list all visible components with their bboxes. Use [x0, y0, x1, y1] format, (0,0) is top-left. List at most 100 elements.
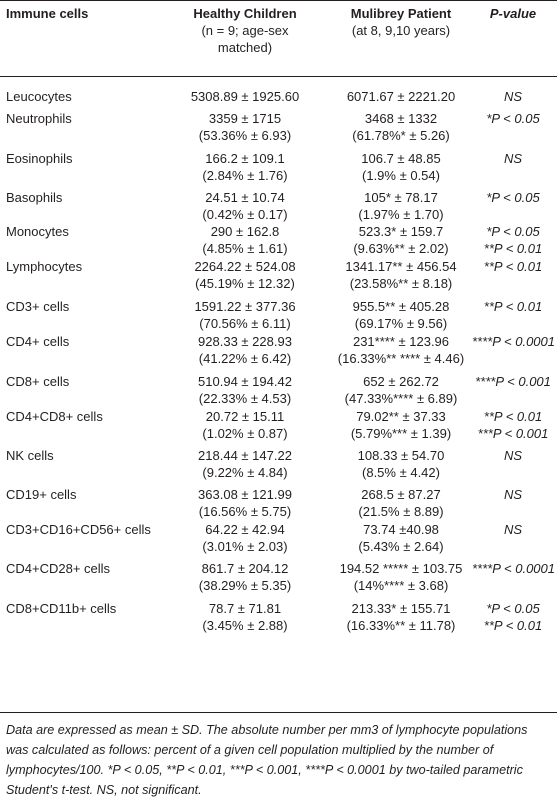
top-rule: [0, 0, 557, 1]
healthy-value-line: 5308.89 ± 1925.60: [190, 89, 300, 104]
patient-value-line: (16.33%** ± 11.78): [346, 618, 456, 633]
patient-value: 6071.67 ± 2221.20: [330, 88, 472, 105]
healthy-value-line: 928.33 ± 228.93: [198, 334, 292, 349]
cell-name: CD4+ cells: [6, 334, 70, 349]
healthy-value-line: 78.7 ± 71.81: [208, 601, 282, 616]
healthy-value: 861.7 ± 204.12 (38.29% ± 5.35): [160, 560, 330, 594]
healthy-value-line: (0.42% ± 0.17): [202, 207, 288, 222]
healthy-value-line: 3359 ± 1715: [208, 111, 282, 126]
patient-value: 105* ± 78.17 (1.97% ± 1.70): [330, 189, 472, 223]
patient-value-line: (14%**** ± 3.68): [353, 578, 449, 593]
healthy-value: 166.2 ± 109.1 (2.84% ± 1.76): [160, 150, 330, 184]
cell-name: NK cells: [6, 448, 54, 463]
healthy-value: 218.44 ± 147.22 (9.22% ± 4.84): [160, 447, 330, 481]
patient-value-line: (9.63%** ± 2.02): [353, 241, 449, 256]
healthy-value-line: (2.84% ± 1.76): [202, 168, 288, 183]
header-mulibrey-patient: Mulibrey Patient (at 8, 9,10 years): [330, 5, 472, 39]
p-value: *P < 0.05 **P < 0.01: [472, 600, 554, 634]
healthy-value-line: 218.44 ± 147.22: [198, 448, 292, 463]
healthy-value-line: (9.22% ± 4.84): [202, 465, 288, 480]
patient-value-line: (47.33%**** ± 6.89): [344, 391, 458, 406]
p-value: *P < 0.05 **P < 0.01: [472, 223, 554, 257]
header-healthy-children: Healthy Children (n = 9; age-sex matched…: [160, 5, 330, 56]
patient-value-line: (5.79%*** ± 1.39): [350, 426, 452, 441]
healthy-value-line: (4.85% ± 1.61): [202, 241, 288, 256]
healthy-value: 20.72 ± 15.11 (1.02% ± 0.87): [160, 408, 330, 442]
healthy-value-line: (16.56% ± 5.75): [198, 504, 292, 519]
patient-value: 79.02** ± 37.33 (5.79%*** ± 1.39): [330, 408, 472, 442]
patient-value-line: (23.58%** ± 8.18): [349, 276, 453, 291]
p-value: **P < 0.01 ***P < 0.001: [472, 408, 554, 442]
p-value-line: ***P < 0.001: [477, 426, 549, 441]
patient-value-line: (16.33%** **** ± 4.46): [337, 351, 465, 366]
healthy-value-line: (41.22% ± 6.42): [198, 351, 292, 366]
cell-name: Eosinophils: [6, 151, 73, 166]
healthy-value-line: (70.56% ± 6.11): [199, 316, 291, 331]
header-p-value: P-value: [489, 6, 537, 21]
patient-value-line: 523.3* ± 159.7: [358, 224, 444, 239]
p-value-line: **P < 0.01: [483, 618, 543, 633]
healthy-value-line: (22.33% ± 4.53): [198, 391, 292, 406]
cell-name: Lymphocytes: [6, 259, 83, 274]
healthy-value-line: 166.2 ± 109.1: [205, 151, 285, 166]
healthy-value-line: 510.94 ± 194.42: [198, 374, 292, 389]
patient-value-line: 194.52 ***** ± 103.75: [339, 561, 463, 576]
patient-value-line: 231**** ± 123.96: [352, 334, 450, 349]
p-value-line: **P < 0.01: [483, 259, 543, 274]
patient-value: 523.3* ± 159.7 (9.63%** ± 2.02): [330, 223, 472, 257]
p-value: *P < 0.05: [472, 110, 554, 127]
patient-value-line: 106.7 ± 48.85: [361, 151, 441, 166]
p-value: **P < 0.01: [472, 258, 554, 275]
cell-name: CD19+ cells: [6, 487, 77, 502]
patient-value: 73.74 ±40.98 (5.43% ± 2.64): [330, 521, 472, 555]
healthy-value-line: 861.7 ± 204.12: [201, 561, 289, 576]
patient-value-line: 73.74 ±40.98: [363, 522, 439, 537]
healthy-value-line: (38.29% ± 5.35): [198, 578, 292, 593]
patient-value-line: 268.5 ± 87.27: [361, 487, 441, 502]
p-value-line: *P < 0.05: [486, 190, 540, 205]
patient-value: 194.52 ***** ± 103.75 (14%**** ± 3.68): [330, 560, 472, 594]
header-patient-title: Mulibrey Patient: [350, 6, 452, 21]
cell-name: Leucocytes: [6, 89, 72, 104]
cell-name: CD3+CD16+CD56+ cells: [6, 522, 151, 537]
p-value: NS: [472, 88, 554, 105]
p-value: ****P < 0.0001: [472, 333, 556, 350]
patient-value-line: (1.9% ± 0.54): [362, 168, 440, 183]
healthy-value-line: (53.36% ± 6.93): [198, 128, 292, 143]
healthy-value-line: 1591.22 ± 377.36: [194, 299, 296, 314]
patient-value-line: 3468 ± 1332: [364, 111, 438, 126]
p-value-line: *P < 0.05: [486, 224, 540, 239]
patient-value-line: (61.78%* ± 5.26): [352, 128, 450, 143]
patient-value-line: (8.5% ± 4.42): [362, 465, 440, 480]
header-patient-sub: (at 8, 9,10 years): [351, 23, 451, 38]
healthy-value-line: 290 ± 162.8: [210, 224, 280, 239]
patient-value-line: (69.17% ± 9.56): [354, 316, 448, 331]
healthy-value-line: (45.19% ± 12.32): [195, 276, 295, 291]
header-immune-cells: Immune cells: [6, 6, 89, 21]
cell-name: Basophils: [6, 190, 63, 205]
cell-name: CD3+ cells: [6, 299, 70, 314]
cell-name: CD4+CD28+ cells: [6, 561, 111, 576]
patient-value-line: 213.33* ± 155.71: [351, 601, 451, 616]
p-value-line: NS: [503, 522, 523, 537]
healthy-value: 24.51 ± 10.74 (0.42% ± 0.17): [160, 189, 330, 223]
healthy-value: 363.08 ± 121.99 (16.56% ± 5.75): [160, 486, 330, 520]
header-healthy-title: Healthy Children: [193, 6, 297, 21]
p-value: NS: [472, 447, 554, 464]
header-healthy-sub1: (n = 9; age-sex: [201, 23, 289, 38]
p-value-line: ****P < 0.0001: [472, 334, 556, 349]
patient-value: 213.33* ± 155.71 (16.33%** ± 11.78): [330, 600, 472, 634]
patient-value-line: 105* ± 78.17: [364, 190, 438, 205]
bottom-rule: [0, 712, 557, 713]
header-healthy-sub2: matched): [217, 40, 273, 55]
patient-value: 231**** ± 123.96 (16.33%** **** ± 4.46): [330, 333, 472, 367]
header-rule: [0, 76, 557, 77]
p-value-line: **P < 0.01: [483, 299, 543, 314]
healthy-value-line: 24.51 ± 10.74: [205, 190, 285, 205]
healthy-value: 2264.22 ± 524.08 (45.19% ± 12.32): [160, 258, 330, 292]
patient-value-line: (1.97% ± 1.70): [358, 207, 444, 222]
patient-value-line: 652 ± 262.72: [363, 374, 439, 389]
p-value-line: NS: [503, 448, 523, 463]
healthy-value: 290 ± 162.8 (4.85% ± 1.61): [160, 223, 330, 257]
